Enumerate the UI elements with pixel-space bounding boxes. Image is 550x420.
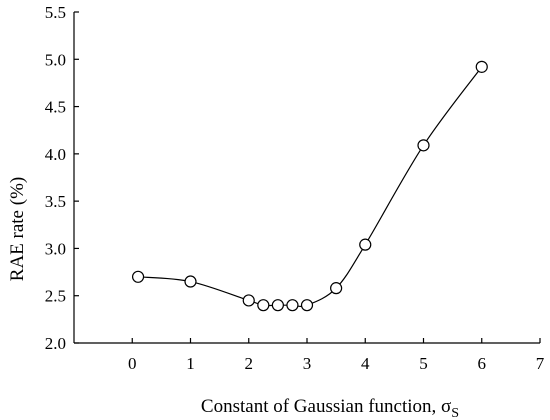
y-tick-label: 3.5 [45,192,66,211]
data-point [359,238,372,251]
series-line [138,66,483,308]
data-point [184,275,197,288]
y-tick-label: 3.0 [45,239,66,258]
x-axis-title-subscript: S [451,406,459,420]
x-axis-title-text: Constant of Gaussian function, σ [201,396,451,417]
x-tick-label: 4 [361,354,370,373]
y-tick-label: 2.0 [45,334,66,353]
x-axis-title: Constant of Gaussian function, σS [201,396,459,420]
x-tick-label: 3 [303,354,312,373]
series-markers [131,60,488,312]
data-point [475,60,488,73]
data-point [131,270,145,283]
data-point [242,294,255,307]
y-tick-label: 5.0 [45,50,66,69]
data-point [417,139,430,152]
x-tick-label: 5 [419,354,428,373]
data-point [257,299,270,312]
x-tick-label: 7 [536,354,545,373]
data-point [300,299,314,312]
data-point [271,299,284,312]
data-point [286,299,299,312]
x-tick-label: 2 [245,354,254,373]
x-tick-label: 0 [128,354,137,373]
axes: 2.0 2.5 3.0 3.5 4.0 4.5 5.0 5.5 0 1 2 3 4 5 6 7 [45,3,545,373]
y-tick-label: 4.5 [45,98,66,117]
y-tick-label: 5.5 [45,3,66,22]
x-tick-label: 1 [186,354,195,373]
series-curve-layer [138,66,483,308]
data-point [330,282,343,295]
x-tick-label: 6 [478,354,487,373]
y-tick-label: 2.5 [45,287,66,306]
y-axis-title: RAE rate (%) [7,177,28,281]
y-tick-label: 4.0 [45,145,66,164]
